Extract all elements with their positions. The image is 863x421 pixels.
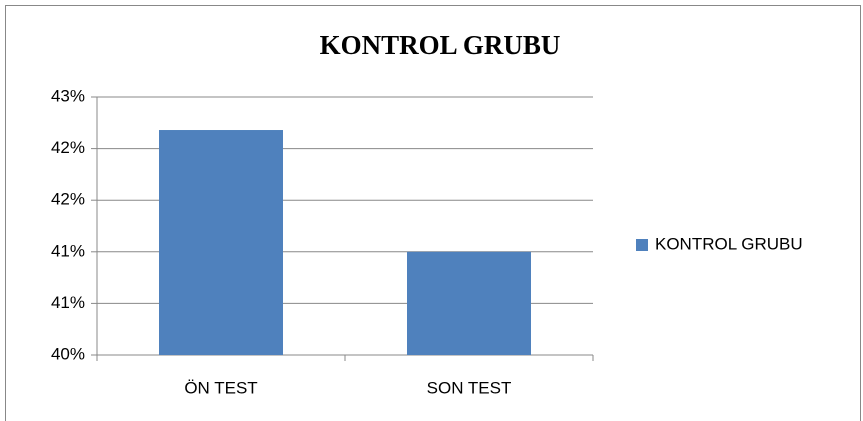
bar bbox=[159, 130, 283, 355]
bar bbox=[407, 251, 531, 355]
chart-title: KONTROL GRUBU bbox=[320, 30, 561, 60]
y-tick-label: 41% bbox=[51, 293, 85, 312]
y-tick-label: 41% bbox=[51, 241, 85, 260]
y-tick-label: 43% bbox=[51, 86, 85, 105]
chart-border bbox=[5, 5, 861, 421]
legend-swatch bbox=[636, 239, 648, 251]
legend-label: KONTROL GRUBU bbox=[655, 234, 803, 253]
y-tick-label: 42% bbox=[51, 138, 85, 157]
x-tick-label: SON TEST bbox=[427, 378, 512, 397]
y-tick-label: 40% bbox=[51, 344, 85, 363]
y-tick-label: 42% bbox=[51, 190, 85, 209]
x-tick-label: ÖN TEST bbox=[184, 378, 257, 397]
